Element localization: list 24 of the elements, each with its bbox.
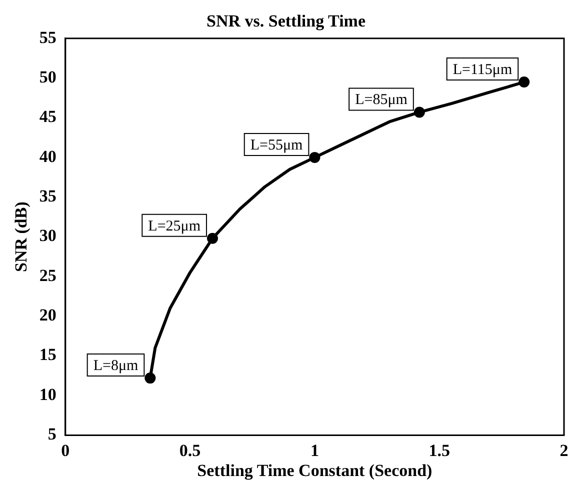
annotation: L=8μm [93,358,138,374]
y-tick-label: 35 [39,186,56,206]
x-tick-label: 1 [310,440,319,460]
y-tick-label: 20 [39,306,56,325]
annotation: L=85μm [355,92,408,108]
y-tick-label: 45 [39,107,56,126]
x-axis-title: Settling Time Constant (Second) [197,461,432,480]
y-tick-label: 50 [39,67,56,86]
x-tick-label: 1.5 [428,440,450,460]
y-tick-label: 55 [39,28,56,47]
annotation: L=55μm [250,137,304,154]
y-tick-label: 10 [39,384,56,404]
x-tick-label: 2 [560,440,568,460]
y-axis-title: SNR (dB) [12,202,31,272]
y-tick-label: 30 [39,226,56,246]
y-tick-label: 15 [39,345,56,364]
annotation: L=115μm [452,62,512,78]
y-tick-label: 25 [39,266,56,285]
x-tick-label: 0 [61,440,70,460]
y-tick-label: 40 [39,146,56,166]
x-tick-label: 0.5 [179,440,201,460]
chart-title: SNR vs. Settling Time [206,12,366,31]
y-tick-label: 5 [48,424,56,444]
annotation: L=25μm [148,218,201,234]
